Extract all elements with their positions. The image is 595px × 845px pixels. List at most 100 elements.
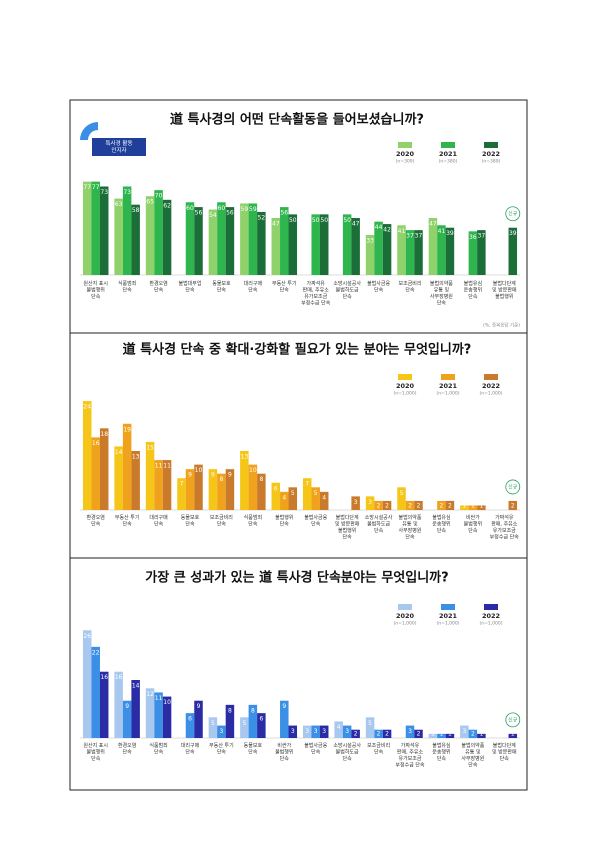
bar: [225, 704, 235, 738]
bar: [145, 688, 155, 738]
legend-label: 2022: [482, 612, 500, 620]
bar: [91, 437, 100, 510]
bar: [162, 199, 172, 275]
bar: [154, 692, 163, 738]
value-label: 39: [509, 230, 517, 237]
x-tick-label: 식품범죄 단속: [244, 514, 262, 528]
bar: [445, 227, 455, 275]
legend-swatch: [441, 374, 455, 380]
bar: [185, 713, 195, 738]
bar: [131, 451, 140, 510]
value-label: 14: [132, 683, 140, 690]
bar: [131, 204, 140, 275]
bar: [460, 505, 469, 510]
legend-sample: (n=1,000): [436, 621, 459, 627]
footnote: (%, 중복응답 기준): [483, 322, 520, 329]
legend-label: 2022: [482, 382, 500, 390]
bar: [194, 700, 203, 738]
value-label: 3: [322, 728, 326, 735]
bar: [114, 671, 123, 738]
bar: [122, 423, 132, 510]
x-tick-label: 소방시설공사 불법하도급 단속: [333, 280, 361, 300]
legend-sample: (n=380): [439, 159, 458, 165]
value-label: 44: [375, 224, 383, 231]
bar: [194, 207, 203, 275]
value-label: 47: [272, 221, 280, 228]
value-label: 2: [385, 731, 389, 738]
legend-swatch: [484, 604, 498, 610]
value-label: 1: [448, 731, 452, 738]
bar: [99, 671, 109, 738]
bar: [145, 441, 155, 510]
new-badge-label: 신규: [508, 210, 518, 217]
bar: [311, 487, 320, 510]
bar: [82, 630, 92, 738]
value-label: 18: [100, 431, 108, 438]
chart-title: 道 특사경 단속 중 확대·강화할 필요가 있는 분야는 무엇입니까?: [123, 342, 472, 358]
bar: [445, 500, 455, 510]
bar: [428, 218, 438, 275]
bar: [311, 725, 320, 738]
value-label: 50: [320, 217, 328, 224]
value-label: 13: [132, 454, 140, 461]
bar: [445, 733, 455, 738]
value-label: 2: [354, 731, 358, 738]
value-label: 50: [289, 217, 297, 224]
value-label: 41: [398, 228, 406, 235]
bar: [217, 202, 226, 275]
value-label: 3: [345, 728, 349, 735]
bar: [82, 181, 92, 275]
value-label: 73: [100, 189, 108, 196]
value-label: 7: [180, 481, 184, 488]
bar: [351, 496, 360, 510]
value-label: 9: [282, 703, 286, 710]
x-tick-label: 부동산 투기 단속: [272, 280, 297, 294]
value-label: 22: [92, 649, 100, 656]
badge: [92, 138, 146, 156]
bar: [334, 721, 343, 738]
bar: [122, 700, 132, 738]
bar: [248, 203, 258, 275]
legend-label: 2020: [396, 382, 415, 390]
value-label: 8: [251, 707, 255, 714]
legend-label: 2020: [396, 150, 415, 158]
bar: [428, 733, 438, 738]
bar: [477, 230, 486, 275]
bar: [91, 181, 100, 275]
x-tick-label: 가짜석유 판매, 주유소 유가보조금 부정수급 단속: [301, 280, 331, 307]
x-tick-label: 불법유심 운송행위 단속: [432, 742, 450, 762]
bar: [437, 225, 446, 275]
bar: [374, 221, 383, 275]
bar: [414, 729, 423, 738]
value-label: 9: [188, 472, 192, 479]
value-label: 33: [366, 237, 374, 244]
bar: [162, 696, 172, 738]
legend-sample: (n=1,000): [436, 391, 459, 397]
bar: [460, 725, 469, 738]
x-tick-label: 환경오염 단속: [87, 514, 105, 528]
value-label: 16: [100, 674, 108, 681]
bar: [365, 234, 375, 275]
value-label: 8: [259, 476, 263, 483]
value-label: 2: [385, 503, 389, 510]
value-label: 5: [400, 490, 404, 497]
value-label: 2: [377, 731, 381, 738]
bar: [508, 500, 518, 510]
value-label: 2: [440, 503, 444, 510]
x-tick-label: 환경오염 단속: [118, 742, 136, 756]
new-badge: [505, 206, 521, 222]
bar: [288, 487, 298, 510]
bar: [225, 207, 235, 275]
bar: [208, 717, 218, 738]
x-tick-label: 대리구매 단속: [149, 514, 168, 528]
bar: [114, 198, 123, 275]
chart-title: 가장 큰 성과가 있는 道 특사경 단속분야는 무엇입니까?: [145, 570, 448, 586]
value-label: 2: [511, 503, 515, 510]
value-label: 8: [220, 476, 224, 483]
bar: [405, 500, 415, 510]
value-label: 16: [92, 440, 100, 447]
bar: [240, 717, 249, 738]
x-tick-label: 보조금비리 단속: [398, 280, 421, 294]
